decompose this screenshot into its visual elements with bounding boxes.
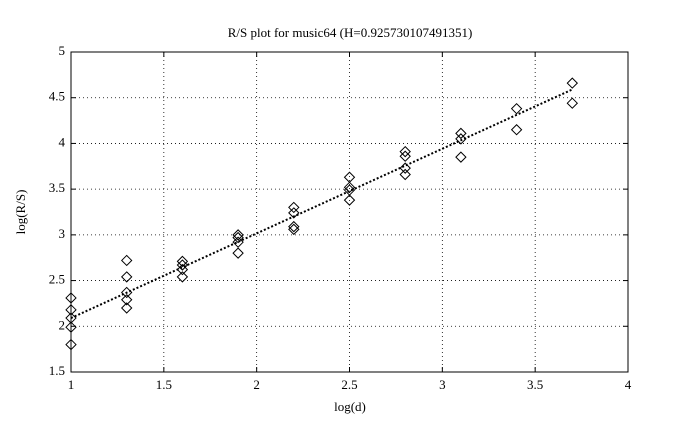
- data-point: [65, 292, 77, 304]
- x-tick-label: 3: [439, 377, 446, 392]
- data-point: [343, 194, 356, 206]
- y-tick-label: 1.5: [49, 363, 65, 378]
- data-point: [455, 127, 467, 140]
- y-tick-label: 4.5: [49, 89, 65, 104]
- data-point: [176, 271, 189, 283]
- data-point: [455, 133, 467, 145]
- data-point: [65, 338, 77, 351]
- data-point: [232, 229, 244, 241]
- x-tick-label: 1.5: [156, 377, 172, 392]
- data-point: [343, 181, 356, 194]
- x-tick-label: 2: [253, 377, 260, 392]
- chart-title: R/S plot for music64 (H=0.92573010749135…: [228, 25, 473, 40]
- data-point: [176, 255, 189, 268]
- data-point: [399, 162, 411, 174]
- x-tick-label: 3.5: [527, 377, 543, 392]
- data-point: [288, 201, 300, 214]
- data-point: [120, 254, 133, 267]
- plot-frame: [70, 51, 629, 373]
- data-point: [510, 124, 523, 136]
- data-point: [455, 151, 467, 163]
- data-point: [399, 168, 411, 181]
- data-point: [232, 231, 244, 244]
- data-point: [120, 294, 133, 306]
- data-point: [120, 302, 133, 314]
- data-point: [566, 77, 579, 89]
- data-point: [399, 150, 411, 162]
- y-tick-label: 4: [59, 134, 66, 149]
- x-tick-label: 4: [625, 377, 632, 392]
- data-point: [176, 259, 189, 271]
- x-axis-label: log(d): [334, 399, 366, 414]
- data-point: [288, 220, 300, 233]
- y-tick-label: 5: [59, 43, 66, 58]
- data-point: [120, 271, 133, 283]
- data-point: [288, 223, 300, 236]
- x-tick-label: 2.5: [341, 377, 357, 392]
- data-point: [176, 263, 189, 276]
- data-point: [288, 207, 300, 219]
- data-point: [65, 304, 77, 316]
- y-tick-label: 2.5: [49, 272, 65, 287]
- data-point: [510, 102, 523, 115]
- data-point: [232, 247, 244, 259]
- data-point: [120, 286, 133, 299]
- y-tick-label: 3: [59, 226, 66, 241]
- y-axis-label: log(R/S): [13, 190, 28, 235]
- data-point: [65, 321, 77, 333]
- data-point: [566, 97, 579, 109]
- data-point: [65, 312, 77, 324]
- data-point: [232, 236, 244, 248]
- y-tick-label: 2: [59, 317, 66, 332]
- y-tick-label: 3.5: [49, 180, 65, 195]
- x-tick-label: 1: [68, 377, 75, 392]
- data-point: [399, 145, 411, 158]
